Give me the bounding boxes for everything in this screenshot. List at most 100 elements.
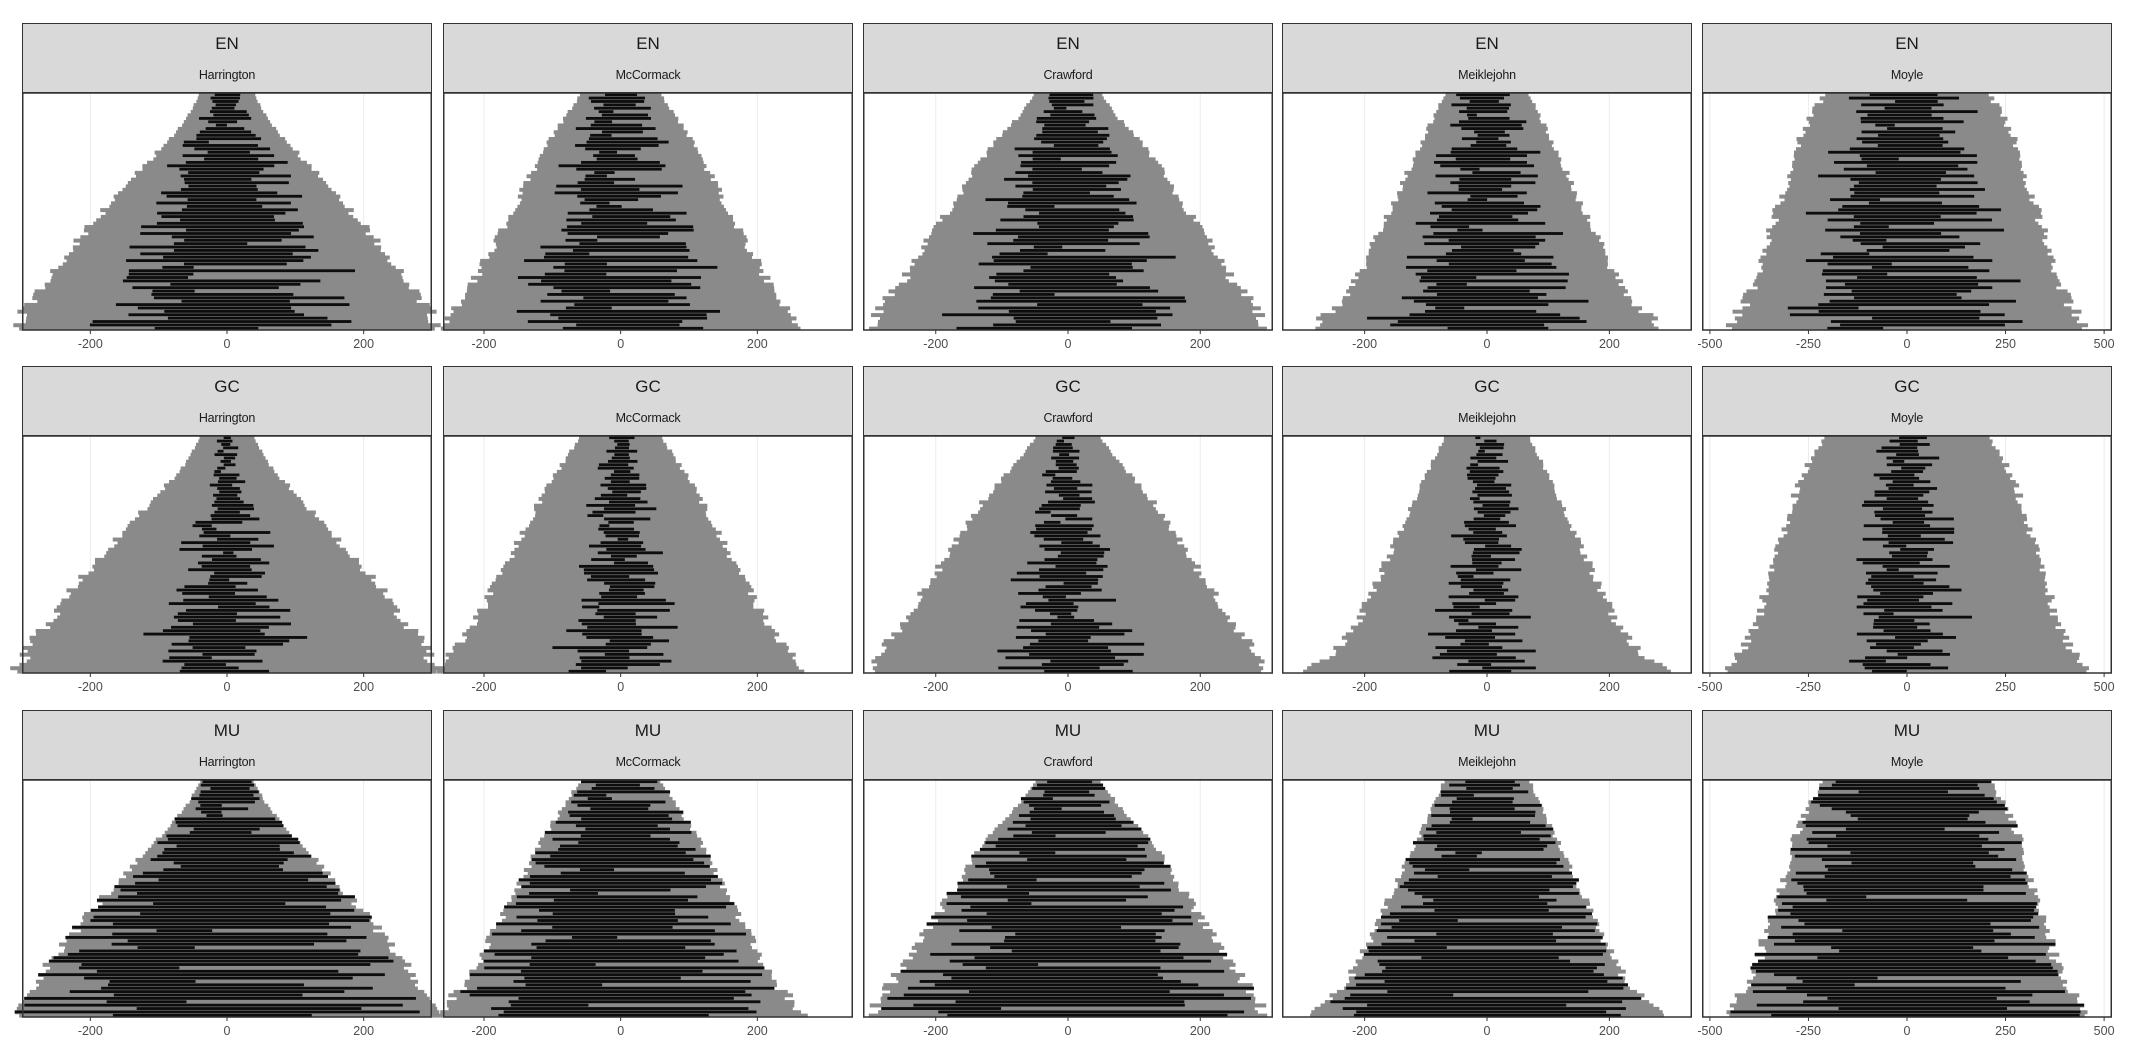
inner-bar <box>1818 309 1981 313</box>
inner-bar <box>1838 208 2002 212</box>
inner-bar <box>576 167 662 171</box>
inner-bar <box>207 150 250 154</box>
inner-bar <box>1803 1000 2030 1004</box>
inner-bar <box>1406 255 1554 259</box>
inner-bar <box>214 571 265 575</box>
outer-bar <box>953 204 1183 209</box>
inner-bar <box>959 929 1165 933</box>
strip-row-label: MU <box>1054 721 1082 740</box>
inner-bar <box>600 541 644 545</box>
inner-bar <box>1465 780 1515 784</box>
inner-bar <box>1862 503 1934 507</box>
inner-bar <box>1873 619 1915 622</box>
inner-bar <box>578 619 636 622</box>
strip-row-label: EN <box>1056 34 1080 53</box>
inner-bar <box>613 561 648 565</box>
inner-bar <box>1018 235 1150 239</box>
inner-bar <box>560 871 685 875</box>
inner-bar <box>107 983 304 987</box>
inner-bar <box>180 864 279 868</box>
inner-bar <box>84 976 353 980</box>
inner-bar <box>599 524 610 528</box>
inner-bar <box>1885 483 1914 487</box>
inner-bar <box>1038 225 1114 229</box>
outer-bar <box>180 466 274 471</box>
outer-bar <box>1410 851 1564 856</box>
outer-bar <box>531 170 711 175</box>
inner-bar <box>1861 103 1944 107</box>
inner-bar <box>1874 493 1924 497</box>
inner-bar <box>992 293 1055 296</box>
inner-bar <box>1886 649 1943 653</box>
x-tick-label: 0 <box>1904 680 1911 694</box>
inner-bar <box>942 313 1173 317</box>
inner-bar <box>173 615 281 619</box>
inner-bar <box>1835 780 1992 784</box>
inner-bar <box>1464 524 1516 528</box>
inner-bar <box>1750 966 2053 970</box>
inner-bar <box>1038 639 1089 643</box>
strip-row-label: MU <box>213 721 241 740</box>
inner-bar <box>540 245 687 249</box>
inner-bar <box>1470 194 1518 198</box>
inner-bar <box>1053 144 1099 147</box>
inner-bar <box>524 259 698 263</box>
inner-bar <box>208 595 267 599</box>
inner-bar <box>604 517 651 521</box>
inner-bar <box>1464 520 1509 524</box>
inner-bar <box>1053 446 1073 450</box>
inner-bar <box>132 286 279 290</box>
outer-bar <box>523 181 718 186</box>
inner-bar <box>162 851 294 855</box>
inner-bar <box>221 443 231 446</box>
inner-bar <box>1438 215 1513 219</box>
inner-bar <box>1356 1010 1607 1014</box>
inner-bar <box>1353 1013 1621 1017</box>
inner-bar <box>1850 851 1989 855</box>
inner-bar <box>223 436 231 440</box>
inner-bar <box>162 265 194 269</box>
inner-bar <box>1881 446 1918 450</box>
inner-bar <box>1895 636 1956 639</box>
inner-bar <box>1803 885 1984 889</box>
inner-bar <box>1838 1007 2008 1010</box>
inner-bar <box>967 919 1173 922</box>
inner-bar <box>990 946 1179 950</box>
inner-bar <box>1842 204 1980 208</box>
inner-bar <box>111 942 315 946</box>
inner-bar <box>1866 249 1950 252</box>
inner-bar <box>598 463 629 467</box>
x-tick-label: -200 <box>471 337 496 351</box>
inner-bar <box>1450 810 1536 814</box>
inner-bar <box>550 313 707 317</box>
inner-bar <box>1033 245 1063 249</box>
inner-bar <box>202 780 252 784</box>
inner-bar <box>544 255 689 259</box>
inner-bar <box>1457 228 1483 232</box>
inner-bar <box>949 959 1212 963</box>
inner-bar <box>1863 602 1953 606</box>
inner-bar <box>1039 544 1100 548</box>
inner-bar <box>610 473 640 477</box>
inner-bar <box>483 949 737 953</box>
inner-bar <box>1891 470 1923 473</box>
inner-bar <box>1472 558 1516 562</box>
inner-bar <box>1849 147 1965 151</box>
inner-bar <box>1449 807 1515 811</box>
inner-bar <box>1008 309 1156 313</box>
inner-bar <box>120 888 340 892</box>
inner-bar <box>483 959 739 963</box>
inner-bar <box>1447 326 1549 330</box>
outer-bar <box>1355 282 1619 287</box>
outer-bar <box>1362 618 1612 623</box>
inner-bar <box>217 487 240 490</box>
inner-bar <box>181 299 290 303</box>
outer-bar <box>1732 326 2082 331</box>
inner-bar <box>593 154 635 158</box>
inner-bar <box>951 976 1163 980</box>
inner-bar <box>200 790 259 794</box>
inner-bar <box>1467 198 1488 202</box>
strip-column-label: Harrington <box>198 68 256 82</box>
outer-bar <box>1794 157 2020 162</box>
inner-bar <box>1043 793 1095 797</box>
